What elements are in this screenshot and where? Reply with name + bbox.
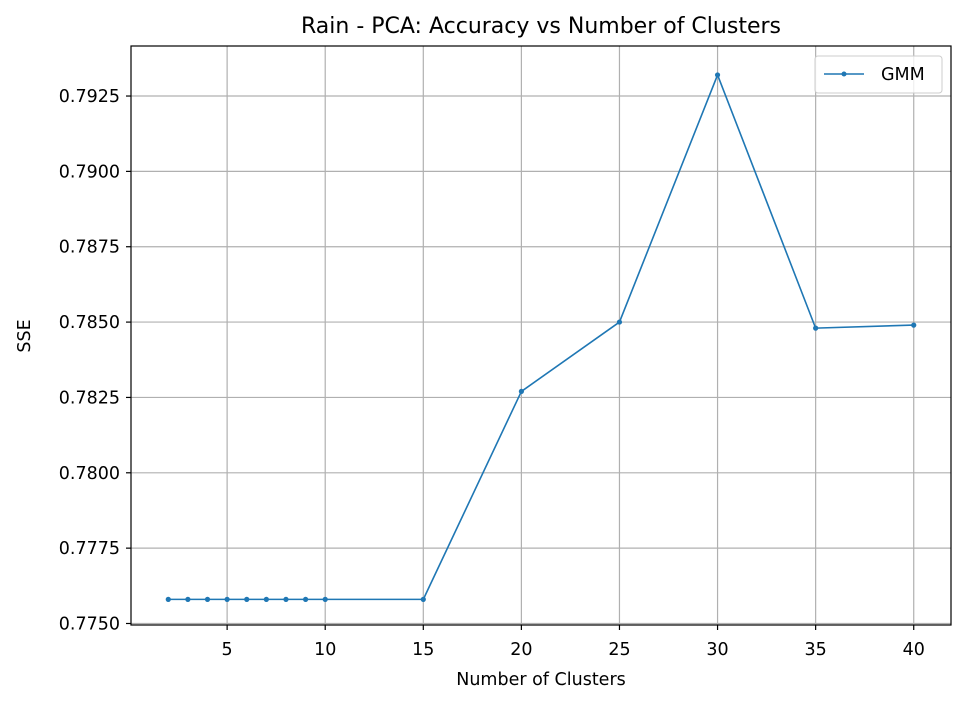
- data-point: [302, 596, 309, 602]
- y-tick-label: 0.7900: [59, 162, 120, 182]
- ticks: 5 10 15 20 25 30 35 40 0.7750 0.7775 0.7800 0.7825 0…: [59, 87, 925, 660]
- x-tick-label: 20: [510, 640, 532, 660]
- grid: [131, 46, 951, 625]
- y-axis-label: SSE: [15, 319, 35, 352]
- data-point: [244, 596, 250, 602]
- data-point: [165, 596, 171, 602]
- data-point: [616, 319, 623, 325]
- x-axis-label: Number of Clusters: [456, 670, 626, 690]
- data-point: [224, 596, 230, 602]
- x-tick-label: 40: [903, 640, 925, 660]
- y-tick-label: 0.7850: [59, 313, 120, 333]
- x-tick-label: 35: [805, 640, 827, 660]
- data-point: [322, 596, 328, 602]
- legend-label-gmm: GMM: [881, 65, 925, 85]
- legend: GMM: [814, 55, 943, 94]
- x-tick-label: 25: [608, 640, 630, 660]
- data-point: [714, 72, 721, 78]
- x-tick-label: 5: [222, 640, 233, 660]
- series-layer: [165, 72, 917, 602]
- data-point: [813, 325, 819, 331]
- data-point: [263, 596, 269, 602]
- data-point: [283, 596, 289, 602]
- y-tick-label: 0.7825: [59, 388, 120, 408]
- y-tick-label: 0.7875: [59, 238, 120, 258]
- data-point: [185, 596, 191, 602]
- data-point: [911, 322, 917, 328]
- legend-marker-gmm: [841, 71, 847, 77]
- y-tick-label: 0.7925: [59, 87, 120, 107]
- plot-frame: [130, 45, 952, 626]
- legend-box: [814, 55, 943, 94]
- data-point: [420, 596, 426, 602]
- y-tick-label: 0.7775: [59, 539, 120, 559]
- x-tick-label: 30: [706, 640, 728, 660]
- y-tick-label: 0.7800: [59, 464, 120, 484]
- y-tick-label: 0.7750: [59, 614, 120, 634]
- data-point: [204, 596, 211, 602]
- x-tick-label: 15: [412, 640, 434, 660]
- chart-title: Rain - PCA: Accuracy vs Number of Cluste…: [301, 14, 781, 39]
- data-point: [518, 388, 524, 395]
- x-tick-label: 10: [314, 640, 336, 660]
